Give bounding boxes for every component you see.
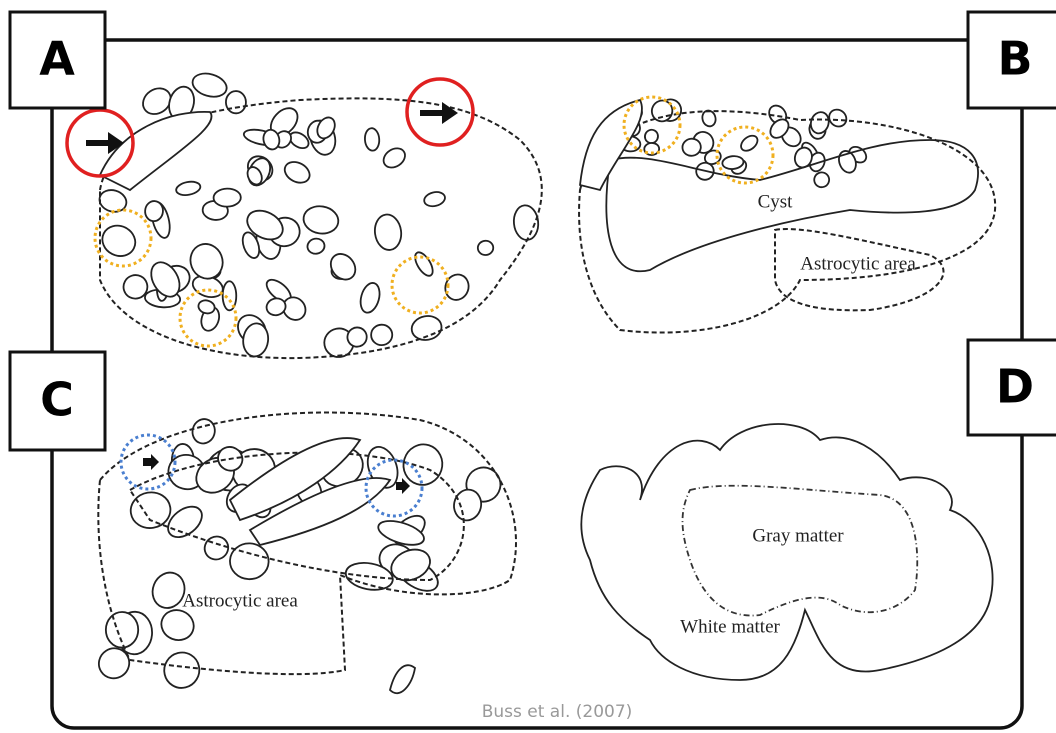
annotation: Gray matter bbox=[752, 525, 844, 546]
annotation: Astrocytic area bbox=[800, 253, 916, 274]
cell bbox=[478, 240, 494, 255]
cell bbox=[175, 180, 201, 197]
arrow bbox=[396, 478, 410, 494]
cell bbox=[128, 490, 173, 531]
cell bbox=[442, 271, 472, 303]
cell bbox=[229, 543, 269, 581]
fragment bbox=[390, 665, 415, 693]
annotation: Astrocytic area bbox=[182, 590, 298, 611]
cell bbox=[225, 91, 246, 114]
annotation: White matter bbox=[680, 616, 780, 637]
figure: A B C D Cyst Astrocytic area Astrocytic … bbox=[0, 0, 1056, 733]
cell bbox=[190, 416, 218, 446]
tissue-edge bbox=[100, 112, 212, 190]
cell bbox=[213, 188, 241, 207]
cell bbox=[738, 133, 760, 154]
panel-label: C bbox=[40, 373, 74, 427]
cell bbox=[281, 158, 313, 187]
cell bbox=[326, 249, 361, 284]
cell bbox=[185, 239, 227, 283]
cell bbox=[812, 170, 831, 189]
cell bbox=[302, 204, 341, 236]
cell bbox=[826, 106, 850, 130]
brain-outline bbox=[581, 424, 992, 680]
cell bbox=[106, 612, 139, 648]
cell bbox=[412, 250, 437, 279]
frame bbox=[52, 40, 1022, 728]
panel-label: B bbox=[997, 32, 1032, 86]
caption: Buss et al. (2007) bbox=[482, 702, 633, 722]
cell bbox=[373, 213, 404, 252]
cell bbox=[410, 314, 444, 343]
panel-label: D bbox=[996, 360, 1034, 414]
cell bbox=[97, 220, 140, 261]
cell bbox=[357, 281, 382, 315]
arrow bbox=[143, 454, 159, 470]
annotation: Cyst bbox=[758, 191, 794, 212]
gray-matter-outline bbox=[683, 486, 918, 616]
cell bbox=[380, 144, 409, 171]
cell bbox=[512, 204, 539, 241]
cell bbox=[423, 190, 447, 208]
cell bbox=[371, 325, 392, 346]
cell bbox=[364, 128, 380, 151]
cell bbox=[190, 70, 230, 101]
cell bbox=[158, 646, 206, 695]
panel-label: A bbox=[39, 32, 75, 86]
cell bbox=[306, 237, 325, 255]
